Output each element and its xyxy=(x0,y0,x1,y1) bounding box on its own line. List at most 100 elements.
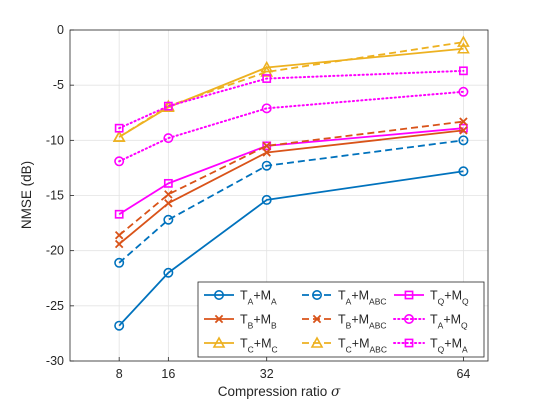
data-point-stroke xyxy=(114,230,124,240)
y-tick-label: -5 xyxy=(53,78,64,92)
data-point-stroke xyxy=(164,190,173,199)
series-0 xyxy=(114,166,469,331)
data-point xyxy=(261,103,272,114)
x-tick-label: 64 xyxy=(456,367,470,381)
data-point xyxy=(262,141,271,151)
series-line xyxy=(118,127,464,216)
legend-label: TC+MC xyxy=(240,337,278,355)
data-point xyxy=(403,313,414,324)
data-point xyxy=(260,65,274,77)
legend-entry: TQ+MA xyxy=(393,337,468,355)
legend-label: TA+MQ xyxy=(430,313,468,331)
data-point xyxy=(458,166,469,177)
legend-label: TC+MABC xyxy=(338,337,387,355)
y-tick-label: -10 xyxy=(46,133,64,147)
series-line xyxy=(118,41,464,138)
legend-label: TA+MABC xyxy=(338,289,387,307)
data-point-stroke xyxy=(262,148,271,157)
data-point-stroke xyxy=(312,314,322,324)
series-3 xyxy=(114,126,468,249)
data-point xyxy=(163,101,173,111)
data-point xyxy=(164,190,173,199)
data-point xyxy=(459,126,468,135)
y-tick-label: 0 xyxy=(57,23,64,37)
data-point xyxy=(262,148,271,157)
y-tick-label: -20 xyxy=(46,244,64,258)
data-point xyxy=(114,123,124,133)
data-point xyxy=(214,289,225,300)
data-point xyxy=(262,74,272,83)
data-point xyxy=(114,320,125,331)
legend-entry: TQ+MQ xyxy=(394,289,469,307)
series-5 xyxy=(114,86,469,167)
data-point xyxy=(261,194,272,205)
data-point xyxy=(310,336,324,348)
x-tick-label: 16 xyxy=(161,367,175,381)
legend-entry: TB+MB xyxy=(204,313,277,331)
series-4 xyxy=(114,117,468,240)
data-point xyxy=(164,198,173,208)
data-point xyxy=(404,290,414,300)
y-tick-label: -30 xyxy=(46,354,64,368)
legend-label: TB+MB xyxy=(240,313,277,331)
data-point xyxy=(114,156,125,167)
x-tick-label: 32 xyxy=(260,367,274,381)
data-point xyxy=(457,35,470,47)
data-point xyxy=(312,314,322,324)
legend-label: TA+MA xyxy=(240,289,277,307)
legend-entry: TC+MC xyxy=(204,336,278,355)
series-line xyxy=(118,69,465,130)
data-point xyxy=(459,66,468,76)
data-point xyxy=(260,60,274,73)
x-tick-label: 8 xyxy=(116,367,123,381)
legend-entry: TA+MQ xyxy=(393,313,468,331)
data-point xyxy=(212,336,226,348)
series-1 xyxy=(114,135,469,268)
series-line xyxy=(118,90,465,163)
data-point-stroke xyxy=(459,117,468,126)
data-point xyxy=(311,289,322,300)
data-point-stroke xyxy=(164,198,173,208)
data-point xyxy=(261,160,272,171)
y-tick-label: -15 xyxy=(46,189,64,203)
series-line xyxy=(118,139,464,264)
data-point-stroke xyxy=(262,141,271,151)
data-point xyxy=(114,239,124,249)
legend-label: TQ+MA xyxy=(430,337,468,355)
legend: TA+MA TA+MABC TQ+MQ TB+MB TB+MABC TA+MQ TC+MC T… xyxy=(197,281,485,358)
data-point-stroke xyxy=(114,239,124,249)
legend-entry: TC+MABC xyxy=(302,336,387,355)
data-point-stroke xyxy=(459,126,468,135)
legend-label: TB+MABC xyxy=(338,313,387,331)
data-point xyxy=(457,42,470,54)
legend-entry: TB+MABC xyxy=(302,313,387,331)
data-point-stroke xyxy=(214,314,224,324)
data-point xyxy=(458,135,469,146)
data-point xyxy=(214,314,224,324)
legend-label: TQ+MQ xyxy=(430,289,469,307)
y-axis-label: NMSE (dB) xyxy=(19,161,34,229)
data-point xyxy=(459,123,468,133)
legend-entry: TA+MABC xyxy=(302,289,387,307)
series-8 xyxy=(114,66,468,133)
series-layer xyxy=(112,35,470,331)
x-axis-label: Compression ratio σ xyxy=(218,384,341,400)
data-point xyxy=(112,130,126,142)
data-point xyxy=(163,267,174,278)
legend-entry: TA+MA xyxy=(204,289,277,307)
axis-ticks: 0 -5 -10 -15 -20 -25 -30 8 16 32 64 xyxy=(46,23,470,381)
data-point xyxy=(163,178,173,188)
data-point xyxy=(114,209,124,219)
data-point xyxy=(163,214,174,225)
data-point xyxy=(114,257,125,268)
data-point xyxy=(459,117,468,126)
series-line xyxy=(118,129,464,245)
data-point xyxy=(404,338,414,348)
data-point xyxy=(114,230,124,240)
legend-box xyxy=(197,281,485,358)
data-point xyxy=(458,86,469,97)
data-point xyxy=(163,133,174,144)
y-tick-label: -25 xyxy=(46,299,64,313)
